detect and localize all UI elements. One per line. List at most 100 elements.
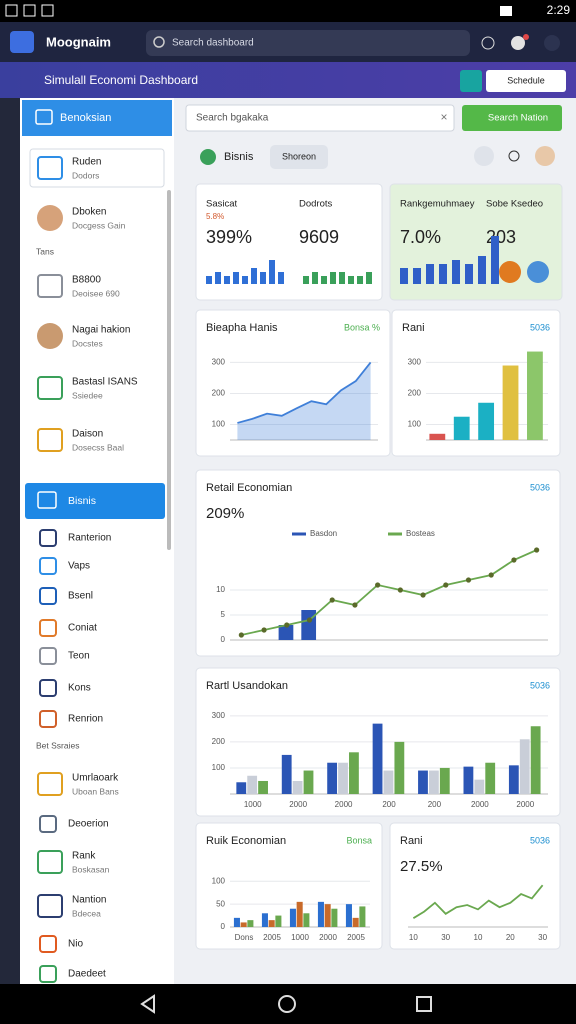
search-button[interactable] <box>462 105 562 131</box>
item-title: Teon <box>68 651 90 662</box>
mini-bar <box>312 272 318 284</box>
item-subtitle: Deoisee 690 <box>72 288 120 298</box>
stat-icon <box>499 261 521 283</box>
card <box>195 183 383 301</box>
avatar <box>37 205 63 231</box>
y-tick-label: 10 <box>216 585 225 594</box>
stat-value: 203 <box>486 227 516 247</box>
bar <box>233 917 240 927</box>
item-subtitle: Docgess Gain <box>72 220 126 230</box>
profile-icon[interactable] <box>544 35 560 51</box>
bar <box>247 920 254 927</box>
bar <box>453 416 470 440</box>
search-button-label: Search Nation <box>488 113 548 124</box>
search-placeholder: Search dashboard <box>172 38 254 49</box>
marker <box>488 572 494 578</box>
marker <box>261 627 267 633</box>
section-label: Bet Ssraies <box>36 740 79 750</box>
stat-label: Sobe Ksedeo <box>486 199 543 210</box>
mini-bar <box>330 272 336 284</box>
nav-home[interactable] <box>278 995 296 1013</box>
chip[interactable] <box>270 145 328 169</box>
main-search-placeholder: Search bgakaka <box>196 113 269 124</box>
chart-value: 209% <box>206 505 244 522</box>
y-tick-label: 100 <box>212 420 226 429</box>
stat-label: Sasicat <box>206 199 238 210</box>
avatar <box>37 323 63 349</box>
nav-recent[interactable] <box>416 996 432 1012</box>
item-icon <box>37 376 63 400</box>
item-icon <box>39 557 57 575</box>
x-tick-label: 2000 <box>289 800 307 809</box>
avatar[interactable] <box>535 146 555 166</box>
teal-button[interactable] <box>460 70 482 92</box>
mini-bar <box>278 272 284 284</box>
bar <box>303 770 314 794</box>
bar <box>508 765 519 794</box>
status-icon <box>5 4 18 17</box>
app-icon[interactable] <box>481 36 495 50</box>
clear-icon[interactable]: × <box>440 110 447 124</box>
x-tick-label: 10 <box>474 933 483 942</box>
item-subtitle: Uboan Bans <box>72 786 119 796</box>
bar <box>324 904 331 927</box>
stat-value: 399% <box>206 227 252 247</box>
bar <box>474 779 485 794</box>
chart-badge: 5036 <box>530 835 550 845</box>
sidebar-item[interactable] <box>24 674 166 702</box>
status-icon <box>23 4 36 17</box>
x-tick-label: 2005 <box>347 933 365 942</box>
item-title: Ranterion <box>68 533 111 544</box>
item-subtitle: Bdecea <box>72 908 101 918</box>
chart-title: Rartl Usandokan <box>206 680 288 692</box>
bar <box>429 433 446 440</box>
card <box>195 309 391 457</box>
item-icon <box>37 428 63 452</box>
toolbar-icon[interactable] <box>474 146 494 166</box>
item-icon <box>39 529 57 547</box>
stat-value: 7.0% <box>400 227 441 247</box>
y-tick-label: 0 <box>221 635 226 644</box>
marker <box>420 592 426 598</box>
marker <box>284 622 290 628</box>
bar <box>296 901 303 927</box>
tab-label[interactable]: Bisnis <box>224 151 254 163</box>
y-tick-label: 100 <box>212 876 226 885</box>
notification-icon[interactable] <box>511 36 525 50</box>
chart-value: 27.5% <box>400 858 443 875</box>
chart-badge: 5036 <box>530 322 550 332</box>
schedule-button[interactable] <box>486 70 566 92</box>
mini-bar <box>303 276 309 284</box>
search-box[interactable] <box>146 30 470 56</box>
bar <box>258 780 268 794</box>
marker <box>443 582 449 588</box>
item-title: Dboken <box>72 207 106 218</box>
sidebar-item[interactable] <box>24 552 166 580</box>
legend-label: Bosteas <box>406 529 435 538</box>
mini-bar <box>321 276 327 284</box>
nav-back[interactable] <box>140 994 155 1014</box>
search-icon <box>153 36 165 48</box>
bar <box>275 915 282 927</box>
status-bar <box>0 0 576 22</box>
mini-bar <box>224 276 230 284</box>
sidebar-item[interactable] <box>24 642 166 670</box>
bar <box>530 726 541 794</box>
bar <box>527 351 543 440</box>
legend-label: Basdon <box>310 529 337 538</box>
bar <box>394 741 405 794</box>
bar <box>236 782 247 794</box>
sidebar-item[interactable] <box>24 582 166 610</box>
sidebar-item[interactable] <box>24 930 166 958</box>
item-icon <box>39 710 57 728</box>
main-search[interactable] <box>185 104 455 132</box>
active-item[interactable] <box>25 483 165 519</box>
bar <box>289 908 296 927</box>
toolbar-icon[interactable] <box>508 150 520 162</box>
item-title: Nagai hakion <box>72 325 130 336</box>
app-logo <box>10 31 34 53</box>
chart-title: Ruik Economian <box>206 835 286 847</box>
bar <box>345 904 352 927</box>
mini-bar <box>251 268 257 284</box>
bar <box>301 610 317 640</box>
